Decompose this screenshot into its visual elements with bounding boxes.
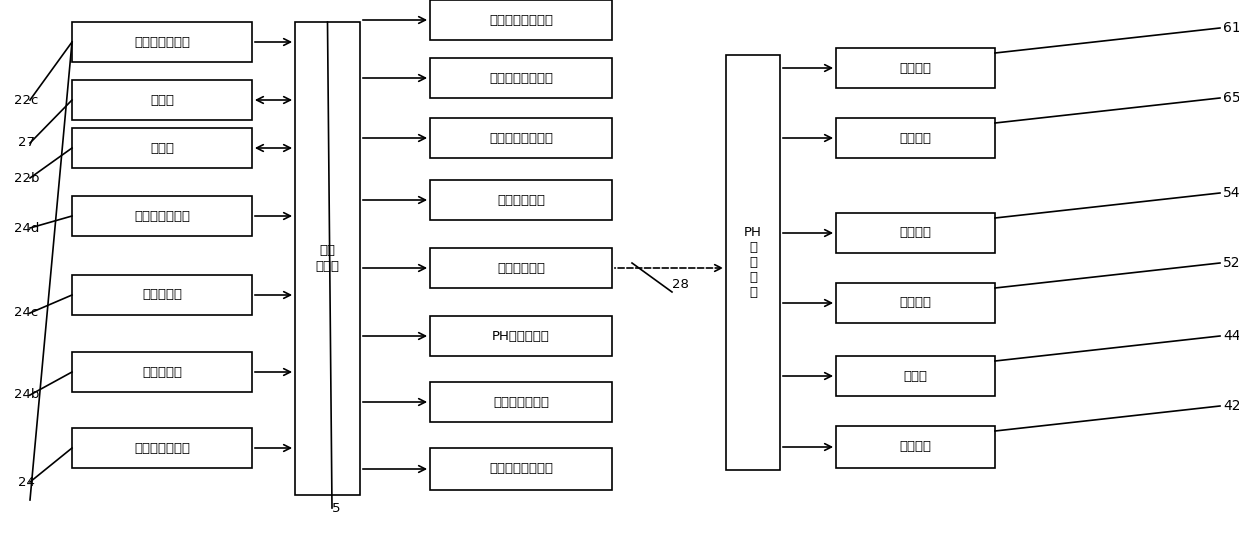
- Bar: [836, 356, 995, 396]
- Bar: [72, 128, 252, 168]
- Bar: [295, 22, 361, 495]
- Bar: [836, 213, 995, 253]
- Text: 22b: 22b: [14, 172, 40, 185]
- Bar: [836, 118, 995, 158]
- Text: PH值检测模块: PH值检测模块: [492, 329, 550, 343]
- Text: 微量元素检测模块: 微量元素检测模块: [489, 72, 553, 84]
- Bar: [430, 180, 612, 220]
- Bar: [430, 248, 612, 288]
- Text: 肥料阀门: 肥料阀门: [900, 131, 932, 145]
- Text: 54: 54: [1223, 186, 1239, 200]
- Text: 藻类含量检测模块: 藻类含量检测模块: [489, 463, 553, 476]
- Text: 65: 65: [1223, 91, 1239, 105]
- Text: 22c: 22c: [14, 94, 38, 107]
- Text: 风速传感器: 风速传感器: [142, 365, 182, 379]
- Text: 24b: 24b: [14, 388, 40, 401]
- Text: 24d: 24d: [14, 222, 40, 235]
- Bar: [430, 448, 612, 490]
- Bar: [430, 58, 612, 98]
- Text: 入水阀门: 入水阀门: [900, 296, 932, 309]
- Bar: [72, 275, 252, 315]
- Text: 无线收发装置: 无线收发装置: [497, 261, 545, 274]
- Text: 27: 27: [19, 137, 35, 150]
- Bar: [836, 283, 995, 323]
- Text: 52: 52: [1223, 256, 1239, 270]
- Bar: [72, 80, 252, 120]
- Text: 供氧电机: 供氧电机: [900, 441, 932, 454]
- Bar: [430, 0, 612, 40]
- Bar: [72, 352, 252, 392]
- Text: 氨氮含量检测模块: 氨氮含量检测模块: [489, 131, 553, 145]
- Text: PH
值
控
制
器: PH 值 控 制 器: [745, 226, 762, 299]
- Text: 检测
处理器: 检测 处理器: [316, 244, 339, 273]
- Bar: [72, 428, 252, 468]
- Text: 供氧阀: 供氧阀: [903, 370, 928, 383]
- Text: 湿度传感器: 湿度传感器: [142, 288, 182, 301]
- Text: 光照强度传感器: 光照强度传感器: [134, 442, 190, 455]
- Bar: [430, 316, 612, 356]
- Text: 计时器: 计时器: [150, 94, 173, 107]
- Text: 42: 42: [1223, 399, 1239, 413]
- Text: 摄像机: 摄像机: [150, 141, 173, 154]
- Text: 44: 44: [1223, 329, 1239, 343]
- Text: 5: 5: [332, 501, 341, 514]
- Bar: [430, 118, 612, 158]
- Bar: [836, 48, 995, 88]
- Bar: [72, 196, 252, 236]
- Text: 24: 24: [19, 476, 35, 489]
- Text: 28: 28: [672, 278, 689, 291]
- Text: 24c: 24c: [14, 307, 38, 320]
- Text: 水面温度传感器: 水面温度传感器: [134, 209, 190, 223]
- Text: 排水阀门: 排水阀门: [900, 226, 932, 239]
- Text: 水流速度传感器: 水流速度传感器: [134, 36, 190, 48]
- Text: 610: 610: [1223, 21, 1239, 35]
- Bar: [430, 382, 612, 422]
- Bar: [72, 22, 252, 62]
- Bar: [836, 426, 995, 468]
- Bar: [726, 55, 781, 470]
- Text: 盐度检测模块: 盐度检测模块: [497, 194, 545, 207]
- Text: 饲料阀门: 饲料阀门: [900, 61, 932, 74]
- Text: 水体温度检测模块: 水体温度检测模块: [489, 13, 553, 26]
- Text: 氧含量检测模块: 氧含量检测模块: [493, 395, 549, 408]
